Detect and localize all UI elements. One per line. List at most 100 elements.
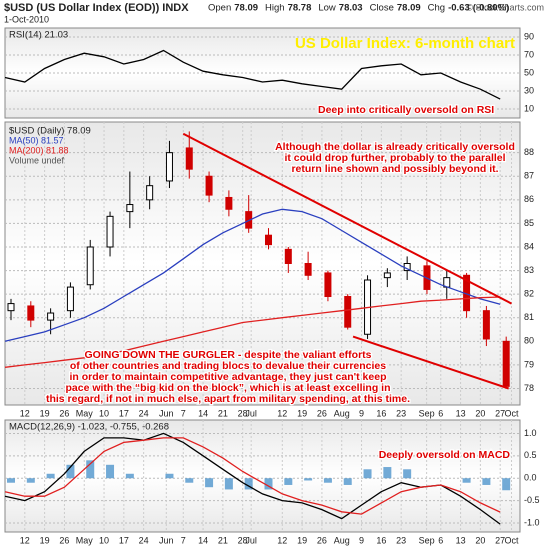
annotation: Although the dollar is already criticall… [275,141,515,153]
x-tick-label: 12 [277,408,287,418]
x-tick-label: Oct [505,535,520,545]
candle-body [482,310,490,340]
quote: Open 78.09 High 78.78 Low 78.03 Close 78.09 Chg -… [208,3,509,14]
y-tick-label: 82 [524,289,534,299]
x-tick-label: 9 [359,535,364,545]
quote-value: 78.09 [397,3,421,14]
x-tick-label: 6 [438,535,443,545]
chart-header-title: $USD (US Dollar Index (EOD)) INDX [4,2,189,14]
candle-body [106,215,114,248]
x-tick-label: 27 [495,535,505,545]
x-tick-label: 23 [396,408,406,418]
x-tick-label: Jul [245,408,257,418]
y-tick-label: 10 [524,103,534,113]
candle-body [146,185,154,201]
legend-entry: MA(200) 81.88 [9,145,69,155]
candle-body [47,312,55,321]
quote-change-pct: (-0.80%) [473,3,509,14]
x-tick-label: 21 [218,535,228,545]
histogram-bar [125,473,134,479]
candle-body [185,147,193,170]
y-tick-label: 1.0 [524,428,537,438]
y-tick-label: 90 [524,31,534,41]
candle-body [66,286,74,312]
candle-body [205,175,213,196]
y-tick-label: -1.0 [524,517,540,527]
panel: 10 30 50 70 90 RSI(14) 21.03 US Dollar Index: … [4,27,534,119]
x-tick-label: 20 [475,535,485,545]
histogram-bar [66,464,75,479]
annotation: this regard, if not in much else, apart … [46,393,410,405]
x-tick-label: 17 [119,535,129,545]
x-tick-label: 7 [181,535,186,545]
panel: 1.0 0.5 0.0 -0.5 -1.0 12 19 26 May 10 17 24 Jun 7 14 21… [4,419,540,545]
x-tick-label: 10 [99,535,109,545]
y-tick-label: 81 [524,312,534,322]
x-tick-label: 17 [119,408,129,418]
x-tick-label: 21 [218,408,228,418]
x-tick-label: 12 [277,535,287,545]
quote-label: Chg [428,3,445,14]
histogram-bar [86,460,95,479]
x-tick-label: 9 [359,408,364,418]
legend-entry: MA(50) 81.57 [9,135,64,145]
y-tick-label: 50 [524,67,534,77]
histogram-bar [46,473,55,479]
candle-body [502,340,510,387]
candle-body [7,303,15,312]
x-tick-label: Sep [419,408,435,418]
x-tick-label: 24 [139,408,149,418]
x-tick-label: 16 [376,535,386,545]
candle-body [165,152,173,182]
x-tick-label: 20 [475,408,485,418]
y-tick-label: 79 [524,359,534,369]
x-tick-label: May [76,408,94,418]
x-tick-label: Oct [505,408,520,418]
annotation: Deeply oversold on MACD [379,449,511,461]
x-tick-label: 26 [59,408,69,418]
x-tick-label: 26 [317,535,327,545]
x-tick-label: 12 [20,535,30,545]
y-tick-label: 87 [524,171,534,181]
histogram-bar [403,469,412,479]
x-tick-label: Jul [245,535,257,545]
y-tick-label: 78 [524,383,534,393]
candle-body [344,296,352,328]
histogram-bar [205,478,214,488]
annotation: in order to maintain competitive advanta… [70,371,387,383]
annotation: pace with the “big kid on the block”, wh… [66,382,391,394]
x-tick-label: Aug [334,408,350,418]
candle-body [324,272,332,298]
series-line [4,437,501,515]
x-tick-label: May [76,535,94,545]
candle-body [126,204,134,213]
trend-line [352,335,509,390]
x-tick-label: Aug [334,535,350,545]
x-tick-label: 14 [198,408,208,418]
candle-body [225,196,233,210]
series-line [4,432,501,525]
x-tick-label: 28 [238,535,248,545]
x-tick-label: 19 [40,408,50,418]
y-tick-label: 0.5 [524,450,537,460]
copyright: © StockCharts.com [466,2,544,12]
x-tick-label: Sep [419,535,435,545]
y-tick-label: 86 [524,194,534,204]
candle-body [86,246,94,286]
annotation: it could drop further, probably to the p… [284,152,505,164]
panel-background [4,419,521,533]
candle-body [284,248,292,265]
histogram-bar [7,478,15,483]
x-tick-label: 28 [238,408,248,418]
x-tick-label: 27 [495,408,505,418]
y-tick-label: 88 [524,147,534,157]
x-tick-label: 23 [396,535,406,545]
histogram-bar [26,478,35,483]
x-tick-label: 13 [456,535,466,545]
x-tick-label: 26 [317,408,327,418]
series-line [4,208,501,342]
histogram-bar [106,464,115,479]
histogram-bar [304,478,313,481]
